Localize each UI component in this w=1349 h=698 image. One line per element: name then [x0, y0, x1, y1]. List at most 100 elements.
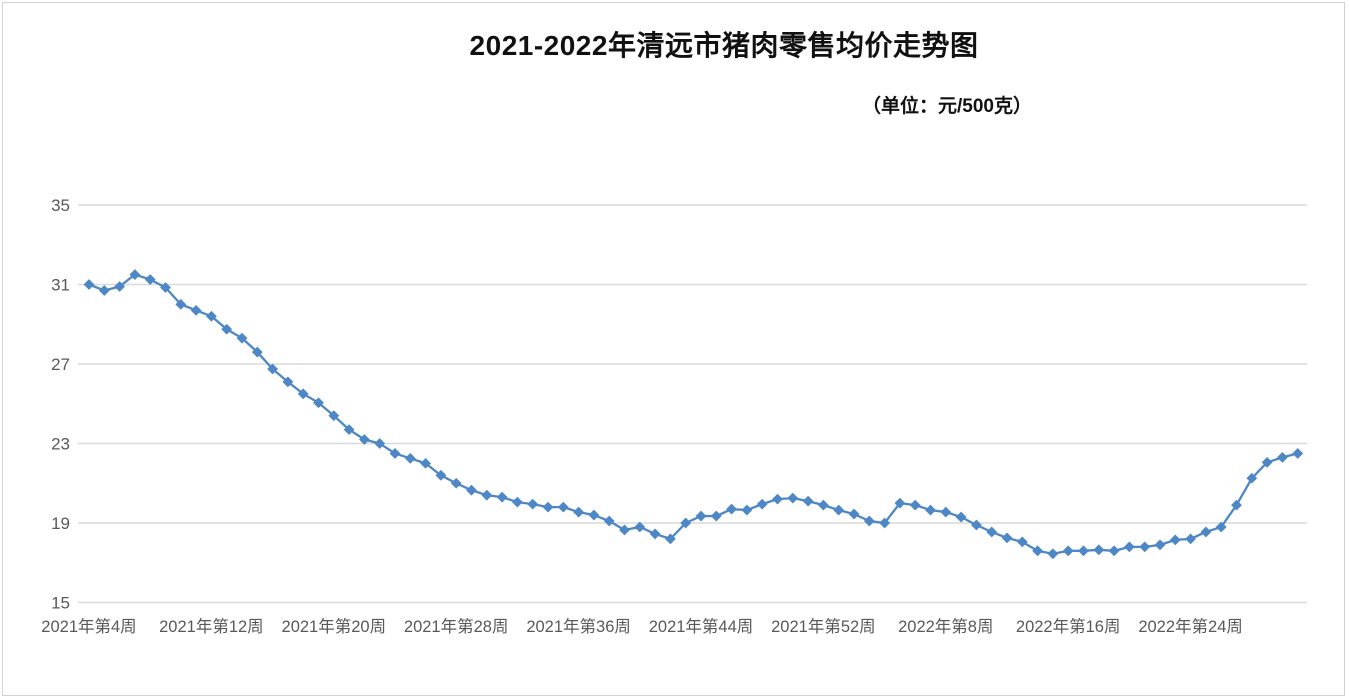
data-point-marker — [129, 269, 141, 280]
data-point-marker — [649, 528, 661, 540]
data-point-marker — [1292, 448, 1304, 459]
y-axis-tick-label: 23 — [51, 435, 70, 454]
unit-label: （单位：元/500克） — [862, 96, 1032, 117]
data-point-marker — [512, 496, 523, 508]
data-point-marker — [83, 279, 95, 290]
data-point-marker — [1001, 532, 1013, 544]
data-point-marker — [466, 484, 477, 496]
x-axis-tick-label: 2021年第12周 — [159, 617, 264, 636]
data-point-marker — [756, 498, 768, 510]
data-point-marker — [1154, 539, 1166, 551]
data-point-marker — [1246, 472, 1258, 484]
x-axis-tick-label: 2021年第20周 — [282, 617, 387, 636]
data-point-marker — [879, 517, 890, 529]
data-point-marker — [221, 323, 233, 335]
data-point-marker — [894, 497, 906, 509]
y-axis-tick-label: 35 — [51, 196, 70, 215]
chart-title: 2021-2022年清远市猪肉零售均价走势图 — [469, 30, 979, 61]
data-point-marker — [634, 521, 646, 533]
data-point-marker — [955, 511, 967, 523]
data-point-marker — [772, 493, 783, 505]
x-axis-tick-label: 2021年第28周 — [404, 617, 509, 636]
data-point-marker — [297, 388, 309, 400]
data-point-marker — [542, 501, 554, 513]
data-point-marker — [1062, 545, 1074, 557]
data-point-marker — [909, 499, 921, 511]
data-point-marker — [328, 410, 340, 422]
x-axis-tick-label: 2022年第8周 — [898, 617, 993, 636]
data-point-marker — [190, 304, 202, 316]
data-point-marker — [267, 363, 278, 375]
data-point-marker — [527, 498, 539, 510]
data-point-marker — [741, 504, 753, 516]
data-point-marker — [925, 504, 936, 516]
data-point-marker — [1108, 545, 1120, 557]
data-point-marker — [848, 508, 860, 520]
data-point-marker — [1261, 456, 1273, 468]
x-axis-tick-label: 2022年第16周 — [1016, 617, 1121, 636]
data-point-marker — [588, 509, 600, 521]
data-point-marker — [251, 346, 263, 358]
y-axis-tick-label: 15 — [51, 594, 70, 613]
data-point-marker — [481, 489, 493, 501]
data-point-marker — [971, 519, 982, 531]
x-axis-tick-label: 2021年第44周 — [649, 617, 754, 636]
data-point-marker — [313, 397, 324, 409]
data-point-marker — [787, 492, 799, 504]
data-point-marker — [404, 453, 416, 464]
data-point-marker — [98, 285, 110, 296]
data-point-marker — [374, 438, 386, 449]
data-point-marker — [160, 282, 171, 293]
data-point-marker — [863, 515, 875, 527]
data-point-marker — [818, 499, 829, 511]
data-point-marker — [1047, 548, 1059, 560]
data-point-marker — [619, 524, 630, 536]
data-point-marker — [359, 434, 370, 445]
data-point-marker — [1185, 533, 1196, 545]
price-line — [88, 273, 1298, 555]
data-point-marker — [710, 510, 722, 522]
data-point-marker — [1200, 526, 1212, 538]
data-point-marker — [114, 281, 125, 292]
x-axis-tick-label: 2022年第24周 — [1138, 617, 1243, 636]
data-point-marker — [1078, 545, 1089, 557]
data-point-marker — [726, 503, 737, 515]
data-point-marker — [420, 457, 431, 469]
data-point-marker — [1215, 521, 1227, 533]
data-point-marker — [282, 376, 294, 388]
x-axis-tick-label: 2021年第36周 — [526, 617, 631, 636]
data-point-marker — [986, 526, 998, 538]
data-point-marker — [236, 332, 248, 344]
data-point-marker — [1016, 536, 1028, 548]
data-point-marker — [557, 501, 569, 513]
data-point-marker — [496, 491, 508, 503]
y-axis-tick-label: 31 — [51, 276, 70, 295]
data-point-marker — [389, 448, 401, 459]
data-point-marker — [144, 274, 156, 285]
data-point-marker — [1032, 545, 1043, 557]
data-point-marker — [343, 424, 355, 435]
data-point-marker — [680, 517, 692, 529]
data-point-marker — [603, 515, 615, 527]
data-point-marker — [175, 298, 187, 310]
data-point-marker — [1139, 541, 1151, 553]
data-point-marker — [833, 504, 845, 516]
data-point-marker — [1169, 534, 1181, 546]
data-point-marker — [695, 510, 707, 522]
data-point-marker — [940, 506, 952, 518]
data-point-marker — [206, 310, 217, 322]
data-point-marker — [1231, 499, 1242, 511]
data-point-marker — [435, 469, 447, 481]
x-axis-tick-label: 2021年第52周 — [771, 617, 876, 636]
data-point-marker — [665, 533, 676, 545]
data-point-marker — [450, 477, 462, 489]
data-point-marker — [1093, 544, 1105, 556]
data-point-marker — [1277, 452, 1288, 463]
y-axis-tick-label: 19 — [51, 514, 70, 533]
data-point-marker — [1124, 541, 1135, 553]
x-axis-tick-label: 2021年第4周 — [41, 617, 136, 636]
data-point-marker — [573, 506, 584, 518]
y-axis-tick-label: 27 — [51, 355, 70, 374]
